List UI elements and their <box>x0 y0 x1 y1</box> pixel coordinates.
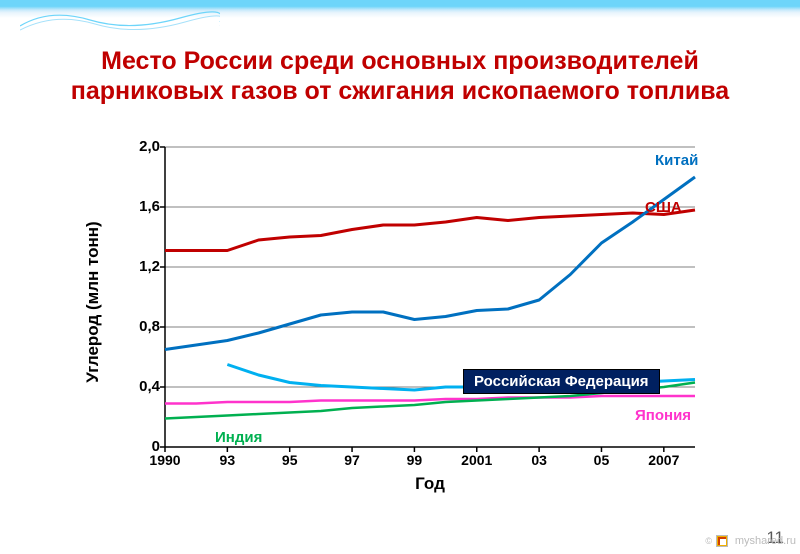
ytick-label: 0,8 <box>115 318 160 335</box>
ylabel-holder: Углерод (млн тонн) <box>78 172 108 432</box>
slide: Место России среди основных производител… <box>0 0 800 554</box>
xtick-label: 95 <box>277 452 303 468</box>
xtick-label: 03 <box>526 452 552 468</box>
watermark-logo-icon <box>716 535 728 547</box>
wave-decor <box>20 6 220 36</box>
xtick-label: 99 <box>401 452 427 468</box>
ylabel: Углерод (млн тонн) <box>83 202 103 402</box>
series-china <box>165 177 695 350</box>
series-label-usa: США <box>645 199 682 216</box>
xtick-label: 97 <box>339 452 365 468</box>
chart-area: Углерод (млн тонн) Китай США Российская Фе… <box>60 122 740 502</box>
xtick-label: 2001 <box>455 452 499 468</box>
xtick-label: 2007 <box>642 452 686 468</box>
watermark-text: myshared.ru <box>735 535 796 547</box>
ytick-label: 0,4 <box>115 378 160 395</box>
series-label-japan: Япония <box>635 407 691 424</box>
plot-region: Китай США Российская Федерация Япония Индия <box>165 147 695 447</box>
title-line2: парниковых газов от сжигания ископаемого… <box>0 76 800 106</box>
series-usa <box>165 210 695 251</box>
copyright-icon: © <box>705 536 712 546</box>
xtick-label: 05 <box>588 452 614 468</box>
series-label-india: Индия <box>215 429 262 446</box>
xtick-label: 93 <box>214 452 240 468</box>
watermark: © myshared.ru <box>705 532 796 550</box>
series-label-china: Китай <box>655 152 698 169</box>
slide-title: Место России среди основных производител… <box>0 46 800 106</box>
xtick-label: 1990 <box>143 452 187 468</box>
ytick-label: 1,2 <box>115 258 160 275</box>
plot-svg <box>165 147 695 447</box>
title-line1: Место России среди основных производител… <box>0 46 800 76</box>
ytick-label: 1,6 <box>115 198 160 215</box>
xlabel: Год <box>165 474 695 494</box>
ytick-label: 2,0 <box>115 138 160 155</box>
series-label-russia: Российская Федерация <box>463 369 660 394</box>
